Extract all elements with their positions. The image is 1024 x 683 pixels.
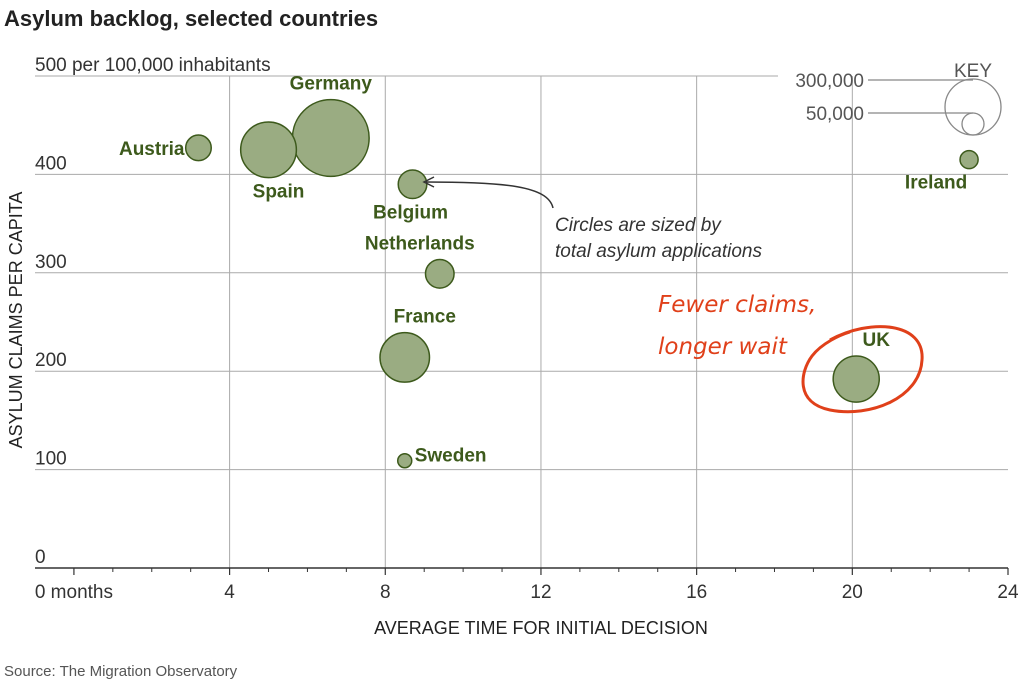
bubble-sweden: [396, 452, 413, 469]
bubble-uk: [832, 355, 881, 403]
key-title: KEY: [954, 61, 992, 82]
callout-circle: [801, 325, 924, 414]
callout-line1: Fewer claims,: [658, 292, 816, 318]
bubble-belgium: [397, 169, 428, 200]
x-axis-label: AVERAGE TIME FOR INITIAL DECISION: [374, 618, 708, 638]
x-tick-label: 4: [224, 582, 235, 603]
label-belgium: Belgium: [373, 203, 448, 224]
label-uk: UK: [862, 330, 890, 351]
bubble-spain: [239, 121, 298, 179]
grid: [35, 75, 1008, 568]
label-austria: Austria: [119, 139, 185, 160]
arrow-head-icon: [422, 176, 435, 188]
y-tick-label: 500 per 100,000 inhabitants: [35, 55, 271, 76]
label-sweden: Sweden: [415, 446, 487, 467]
key-circle-large: [944, 78, 1002, 136]
bubble-labels: Austria Germany Spain Belgium Netherlands Fra…: [119, 74, 967, 467]
x-tick-label: 12: [530, 582, 551, 603]
y-tick-label: 200: [35, 350, 67, 371]
axes: 0 100 200 300 400 500 per 100,000 inhabitants…: [35, 55, 1019, 603]
y-tick-label: 400: [35, 153, 67, 174]
y-tick-label: 300: [35, 252, 67, 273]
bubble-germany: [291, 98, 370, 178]
bubble-netherlands: [424, 258, 455, 289]
annotation-arrow: [425, 181, 554, 209]
key-label-large: 300,000: [795, 71, 864, 92]
bubble-ireland: [959, 149, 979, 170]
label-netherlands: Netherlands: [365, 233, 475, 254]
label-ireland: Ireland: [905, 173, 967, 194]
bubble-austria: [184, 134, 212, 162]
y-axis-label: ASYLUM CLAIMS PER CAPITA: [6, 192, 26, 449]
y-tick-label: 0: [35, 547, 46, 568]
x-tick-label: 20: [842, 582, 863, 603]
x-tick-label: 8: [380, 582, 391, 603]
label-spain: Spain: [253, 182, 305, 203]
annotation-note-line2: total asylum applications: [555, 241, 762, 262]
x-tick-label: 0 months: [35, 582, 113, 603]
size-key: KEY 300,000 50,000: [795, 61, 1002, 136]
key-circle-small: [961, 112, 985, 136]
key-label-small: 50,000: [806, 104, 864, 125]
bubble-france: [379, 331, 431, 383]
x-tick-label: 24: [997, 582, 1019, 603]
chart-title: Asylum backlog, selected countries: [4, 6, 378, 31]
bubbles: [184, 98, 979, 469]
y-tick-label: 100: [35, 449, 67, 470]
label-germany: Germany: [290, 74, 373, 95]
label-france: France: [394, 307, 456, 328]
source-note: Source: The Migration Observatory: [4, 663, 238, 680]
annotation-note-line1: Circles are sized by: [555, 215, 722, 236]
x-tick-label: 16: [686, 582, 707, 603]
callout-line2: longer wait: [658, 334, 788, 360]
